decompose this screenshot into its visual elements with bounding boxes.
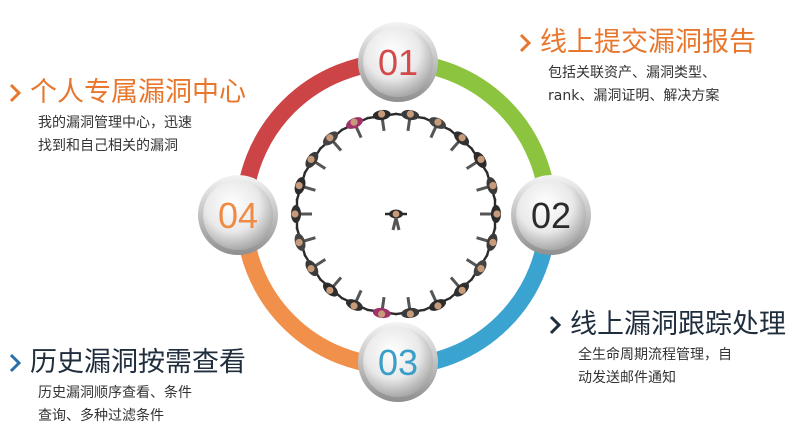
person-figure xyxy=(294,171,316,201)
person-figure xyxy=(294,227,316,257)
step-01-desc-line-2: rank、漏洞证明、解决方案 xyxy=(548,88,720,104)
node-number-02: 02 xyxy=(531,195,571,236)
node-01: 01 xyxy=(358,22,438,102)
chevron-right-icon xyxy=(519,33,532,53)
step-01-desc-line-1: 包括关联资产、漏洞类型、 xyxy=(548,65,716,81)
person-figure xyxy=(476,171,498,201)
step-02-title: 线上漏洞跟踪处理 xyxy=(570,309,786,340)
node-03: 03 xyxy=(358,322,438,402)
node-02: 02 xyxy=(511,175,591,255)
person-figure xyxy=(448,276,473,300)
step-02-description: 全生命周期流程管理，自 动发送邮件通知 xyxy=(578,344,786,390)
person-figure xyxy=(448,128,473,152)
chevron-right-icon xyxy=(9,353,22,373)
chevron-right-icon xyxy=(549,315,562,335)
person-figure xyxy=(465,254,489,281)
people-circle-illustration xyxy=(291,109,501,319)
node-number-03: 03 xyxy=(378,342,418,383)
person-figure xyxy=(422,289,452,312)
person-figure xyxy=(366,109,397,132)
person-figure xyxy=(340,116,370,139)
step-02-desc-line-1: 全生命周期流程管理，自 xyxy=(578,347,732,363)
person-figure xyxy=(319,276,344,300)
person-figure xyxy=(480,199,501,229)
step-01-block: 线上提交漏洞报告 包括关联资产、漏洞类型、 rank、漏洞证明、解决方案 xyxy=(518,26,756,108)
center-person-figure xyxy=(385,209,407,231)
node-number-01: 01 xyxy=(378,42,418,83)
step-03-desc-line-2: 查询、多种过滤条件 xyxy=(38,408,164,424)
step-01-description: 包括关联资产、漏洞类型、 rank、漏洞证明、解决方案 xyxy=(548,62,756,108)
person-figure xyxy=(476,227,498,257)
person-figure xyxy=(422,116,452,139)
step-04-description: 我的漏洞管理中心，迅速 找到和自己相关的漏洞 xyxy=(38,112,246,158)
step-04-block: 个人专属漏洞中心 我的漏洞管理中心，迅速 找到和自己相关的漏洞 xyxy=(8,76,246,158)
person-figure xyxy=(319,128,344,152)
step-03-title: 历史漏洞按需查看 xyxy=(30,347,246,378)
chevron-right-icon xyxy=(9,83,22,103)
person-figure xyxy=(291,199,312,229)
person-figure xyxy=(366,296,397,319)
step-03-desc-line-1: 历史漏洞顺序查看、条件 xyxy=(38,385,192,401)
node-number-04: 04 xyxy=(218,195,258,236)
step-02-desc-line-2: 动发送邮件通知 xyxy=(578,370,676,386)
step-03-description: 历史漏洞顺序查看、条件 查询、多种过滤条件 xyxy=(38,382,246,428)
step-04-desc-line-2: 找到和自己相关的漏洞 xyxy=(38,138,178,154)
person-figure xyxy=(303,147,327,174)
step-03-block: 历史漏洞按需查看 历史漏洞顺序查看、条件 查询、多种过滤条件 xyxy=(8,346,246,428)
person-figure xyxy=(395,109,426,132)
person-figure xyxy=(395,296,426,319)
step-04-desc-line-1: 我的漏洞管理中心，迅速 xyxy=(38,115,192,131)
node-04: 04 xyxy=(198,175,278,255)
step-02-block: 线上漏洞跟踪处理 全生命周期流程管理，自 动发送邮件通知 xyxy=(548,308,786,390)
person-figure xyxy=(340,289,370,312)
person-figure xyxy=(465,147,489,174)
step-01-title: 线上提交漏洞报告 xyxy=(540,27,756,58)
person-figure xyxy=(303,254,327,281)
step-04-title: 个人专属漏洞中心 xyxy=(30,77,246,108)
